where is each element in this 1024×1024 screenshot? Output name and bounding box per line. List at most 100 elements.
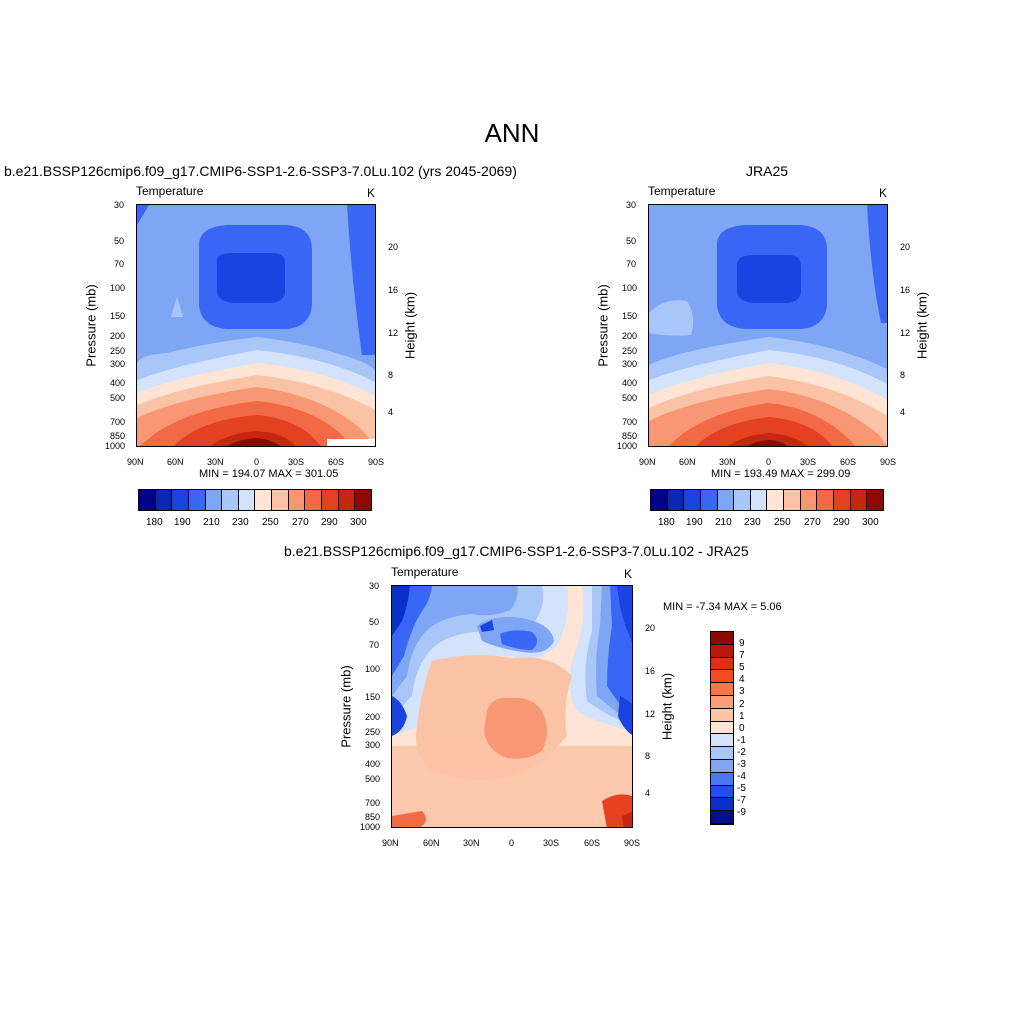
colorbar-swatch [139,490,156,510]
colorbar-swatch [700,490,718,510]
y-tick: 1000 [617,441,638,451]
panel-3-variable: Temperature [391,565,459,579]
y-tick-right: 16 [388,285,399,295]
colorbar-label: 4 [739,674,745,685]
colorbar-label: -9 [737,807,746,818]
y-tick-right: 4 [645,788,651,798]
y-tick: 250 [622,346,638,356]
colorbar-swatch [834,490,851,510]
colorbar-label: 180 [658,517,675,528]
y-tick: 300 [622,359,638,369]
y-tick: 70 [114,259,125,269]
colorbar-label: 7 [739,650,745,661]
colorbar-swatch [711,632,733,645]
x-tick: 90N [382,838,399,848]
y-tick-right: 20 [645,623,656,633]
colorbar-label: 270 [804,517,821,528]
panel-2-units: K [879,186,888,200]
colorbar-swatch [667,490,685,510]
colorbar-swatch [784,490,801,510]
colorbar-swatch [288,490,306,510]
x-tick: 30N [463,838,480,848]
panel-2-ylabel: Pressure (mb) [595,284,611,367]
colorbar-label: 290 [833,517,850,528]
panel-3-ylabel-right: Height (km) [659,672,675,741]
colorbar-label: -2 [737,747,746,758]
colorbar-swatch [711,657,733,671]
colorbar-swatch [322,490,339,510]
x-tick: 60N [167,457,184,467]
colorbar-label: 1 [739,711,745,722]
y-tick: 700 [110,417,126,427]
colorbar-swatch [305,490,323,510]
x-tick: 90N [127,457,144,467]
y-tick-right: 20 [900,242,911,252]
colorbar-label: -5 [737,783,746,794]
x-tick: 30N [719,457,736,467]
colorbar-label: 210 [715,517,732,528]
x-tick: 30N [207,457,224,467]
colorbar-swatch [711,670,733,684]
x-tick: 60N [423,838,440,848]
colorbar-swatch [172,490,189,510]
x-tick: 0 [766,457,772,467]
colorbar-label: 180 [146,517,163,528]
y-tick: 1000 [105,441,126,451]
x-tick: 60S [840,457,857,467]
colorbar-label: 3 [739,686,745,697]
colorbar-swatch [800,490,818,510]
colorbar-label: 270 [292,517,309,528]
y-tick: 1000 [360,822,381,832]
x-tick: 30S [543,838,560,848]
y-tick: 100 [622,283,638,293]
y-tick-right: 4 [900,407,906,417]
colorbar-swatch [684,490,701,510]
y-tick: 250 [110,346,126,356]
y-tick: 150 [622,311,638,321]
colorbar-label: 190 [174,517,191,528]
colorbar-swatch [188,490,206,510]
colorbar-swatch [850,490,868,510]
y-tick: 150 [365,692,381,702]
x-tick: 90S [368,457,385,467]
panel-2-contour-fill [649,205,887,446]
y-tick: 400 [110,378,126,388]
x-tick: 30S [288,457,305,467]
colorbar-label: -7 [737,795,746,806]
y-tick: 300 [365,740,381,750]
y-tick: 200 [110,331,126,341]
y-tick: 50 [626,236,637,246]
panel-1-contour-fill [137,205,375,446]
y-tick: 400 [622,378,638,388]
x-tick: 0 [509,838,515,848]
x-tick: 60S [584,838,601,848]
panel-3-title: b.e21.BSSP126cmip6.f09_g17.CMIP6-SSP1-2.… [284,543,749,559]
y-tick: 700 [622,417,638,427]
x-tick: 0 [254,457,260,467]
y-tick: 500 [110,393,126,403]
colorbar-swatch [255,490,273,510]
colorbar-swatch [711,785,733,799]
x-tick: 90S [624,838,641,848]
panel-2-ylabel-right: Height (km) [914,291,930,360]
figure-title: ANN [484,118,540,148]
panel-3-ylabel: Pressure (mb) [338,665,354,748]
panel-1-units: K [367,186,376,200]
y-tick-right: 20 [388,242,399,252]
colorbar-swatch [711,772,733,786]
panel-2-colorbar [650,489,884,511]
panel-2-title: JRA25 [746,163,789,179]
y-tick: 200 [622,331,638,341]
x-tick: 90N [639,457,656,467]
panel-3-colorbar [710,631,734,825]
colorbar-label: 300 [862,517,879,528]
y-tick-right: 8 [645,751,651,761]
colorbar-swatch [338,490,356,510]
colorbar-swatch [711,683,733,696]
panel-1-title: b.e21.BSSP126cmip6.f09_g17.CMIP6-SSP1-2.… [4,163,517,179]
y-tick-right: 16 [645,666,656,676]
colorbar-label: 0 [739,723,745,734]
y-tick: 100 [110,283,126,293]
y-tick: 30 [626,200,637,210]
x-tick: 60N [679,457,696,467]
